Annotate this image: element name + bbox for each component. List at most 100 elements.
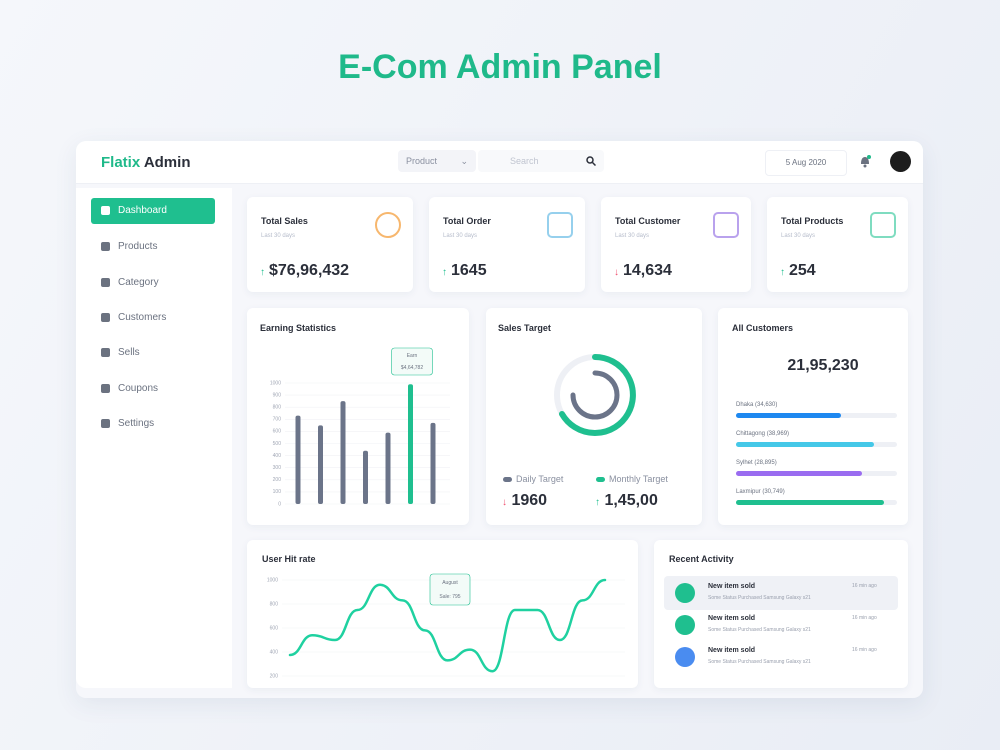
y-tick-label: 300 xyxy=(273,465,282,471)
sidebar-icon xyxy=(101,384,110,393)
y-tick-label: 100 xyxy=(273,489,282,495)
y-tick-label: 500 xyxy=(273,441,282,447)
y-tick-label: 1000 xyxy=(270,380,281,386)
activity-title: New item sold xyxy=(708,583,756,590)
stat-subtitle: Last 30 days xyxy=(615,233,650,239)
sidebar-icon xyxy=(101,278,110,287)
value-text: 1645 xyxy=(451,262,487,279)
progress-track xyxy=(736,442,897,447)
value-text: 254 xyxy=(789,262,816,279)
sidebar-item[interactable]: Sells xyxy=(101,347,140,358)
stat-value: ↓ 14,634 xyxy=(614,262,672,280)
sidebar-label: Coupons xyxy=(118,383,159,394)
stat-title: Total Sales xyxy=(261,216,308,226)
sidebar-icon xyxy=(101,206,110,215)
stat-subtitle: Last 30 days xyxy=(781,233,816,239)
bar xyxy=(340,401,346,504)
card-title: Recent Activity xyxy=(669,554,734,564)
trend-arrow: ↑ xyxy=(442,267,447,278)
stat-value: ↑ 1645 xyxy=(442,262,487,280)
y-tick-label: 600 xyxy=(273,429,282,435)
activity-icon xyxy=(675,647,695,667)
activity-desc: Some Status Purchased Samsung Galaxy s21 xyxy=(708,627,811,633)
stat-title: Total Order xyxy=(443,216,491,226)
card-title: User Hit rate xyxy=(262,554,316,564)
select-label: Product xyxy=(406,156,438,166)
sidebar-label: Customers xyxy=(118,312,167,323)
brand[interactable]: Flatix Admin xyxy=(101,154,190,171)
value-text: 14,634 xyxy=(623,262,672,279)
tooltip-text: Earn xyxy=(407,353,418,359)
y-tick-label: 700 xyxy=(273,417,282,423)
progress-track xyxy=(736,471,897,476)
select-caret: ⌄ xyxy=(460,156,468,166)
region-label: Laxmipur (30,749) xyxy=(736,489,785,495)
trend-arrow: ↓ xyxy=(614,267,619,278)
bell-icon[interactable] xyxy=(858,154,872,168)
active-item-bg xyxy=(91,198,215,224)
sidebar-icon xyxy=(101,313,110,322)
sidebar-item[interactable]: Dashboard xyxy=(101,205,167,216)
ring-daily xyxy=(570,370,620,420)
progress-fill xyxy=(736,471,862,476)
legend-daily: Daily Target xyxy=(503,474,563,484)
sidebar-label: Products xyxy=(118,241,158,252)
brand-name: Flatix xyxy=(101,154,141,171)
activity-title: New item sold xyxy=(708,647,756,654)
sidebar-item[interactable]: Products xyxy=(101,241,157,252)
legend-text: Monthly Target xyxy=(609,474,668,484)
y-tick-label: 800 xyxy=(273,405,282,411)
tooltip-box xyxy=(429,573,471,606)
sidebar-label: Dashboard xyxy=(118,205,167,216)
search-placeholder: Search xyxy=(510,156,539,166)
stat-icon xyxy=(375,212,401,238)
customers-total: 21,95,230 xyxy=(787,357,859,374)
progress-track xyxy=(736,413,897,418)
avatar[interactable] xyxy=(890,151,911,172)
sidebar-label: Category xyxy=(118,277,159,288)
activity-desc: Some Status Purchased Samsung Galaxy s21 xyxy=(708,595,811,601)
legend-text: Daily Target xyxy=(516,474,564,484)
activity-highlight xyxy=(664,576,898,610)
bar xyxy=(363,450,368,504)
sidebar-icon xyxy=(101,419,110,428)
tooltip-box xyxy=(391,347,433,376)
activity-time: 16 min ago xyxy=(852,583,877,589)
sidebar-item[interactable]: Category xyxy=(101,277,159,288)
y-tick-label: 200 xyxy=(270,673,279,679)
stat-title: Total Products xyxy=(781,216,844,226)
stat-icon xyxy=(547,212,573,238)
bar xyxy=(385,432,391,504)
product-select[interactable]: Product ⌄ xyxy=(398,150,476,172)
sidebar-label: Settings xyxy=(118,418,155,429)
sidebar-item[interactable]: Customers xyxy=(101,312,166,323)
bar xyxy=(318,425,323,504)
y-tick-label: 600 xyxy=(270,625,279,631)
sidebar-icon xyxy=(101,242,110,251)
tooltip-text: Sale: 795 xyxy=(439,594,460,600)
stat-value: ↑ $76,96,432 xyxy=(260,262,349,280)
y-tick-label: 400 xyxy=(270,649,279,655)
stat-icon xyxy=(713,212,739,238)
stat-value: ↑ 254 xyxy=(780,262,816,280)
sidebar-item[interactable]: Settings xyxy=(101,418,154,429)
y-tick-label: 800 xyxy=(270,601,279,607)
bar xyxy=(295,415,301,504)
region-label: Chittagong (38,969) xyxy=(736,431,790,437)
bar xyxy=(408,384,413,504)
tooltip-text: $4,64,782 xyxy=(401,365,423,371)
search-box[interactable]: Search xyxy=(478,150,604,172)
card-title: Sales Target xyxy=(498,323,551,333)
card-title: Earning Statistics xyxy=(260,323,337,333)
activity-time: 16 min ago xyxy=(852,615,877,621)
bar xyxy=(430,422,436,504)
progress-track xyxy=(736,500,897,505)
progress-fill xyxy=(736,442,875,447)
activity-title: New item sold xyxy=(708,615,756,622)
sidebar-item[interactable]: Coupons xyxy=(101,383,158,394)
y-tick-label: 0 xyxy=(278,501,281,507)
date-box[interactable]: 5 Aug 2020 xyxy=(765,150,847,176)
value-text: 1,45,00 xyxy=(604,492,658,509)
